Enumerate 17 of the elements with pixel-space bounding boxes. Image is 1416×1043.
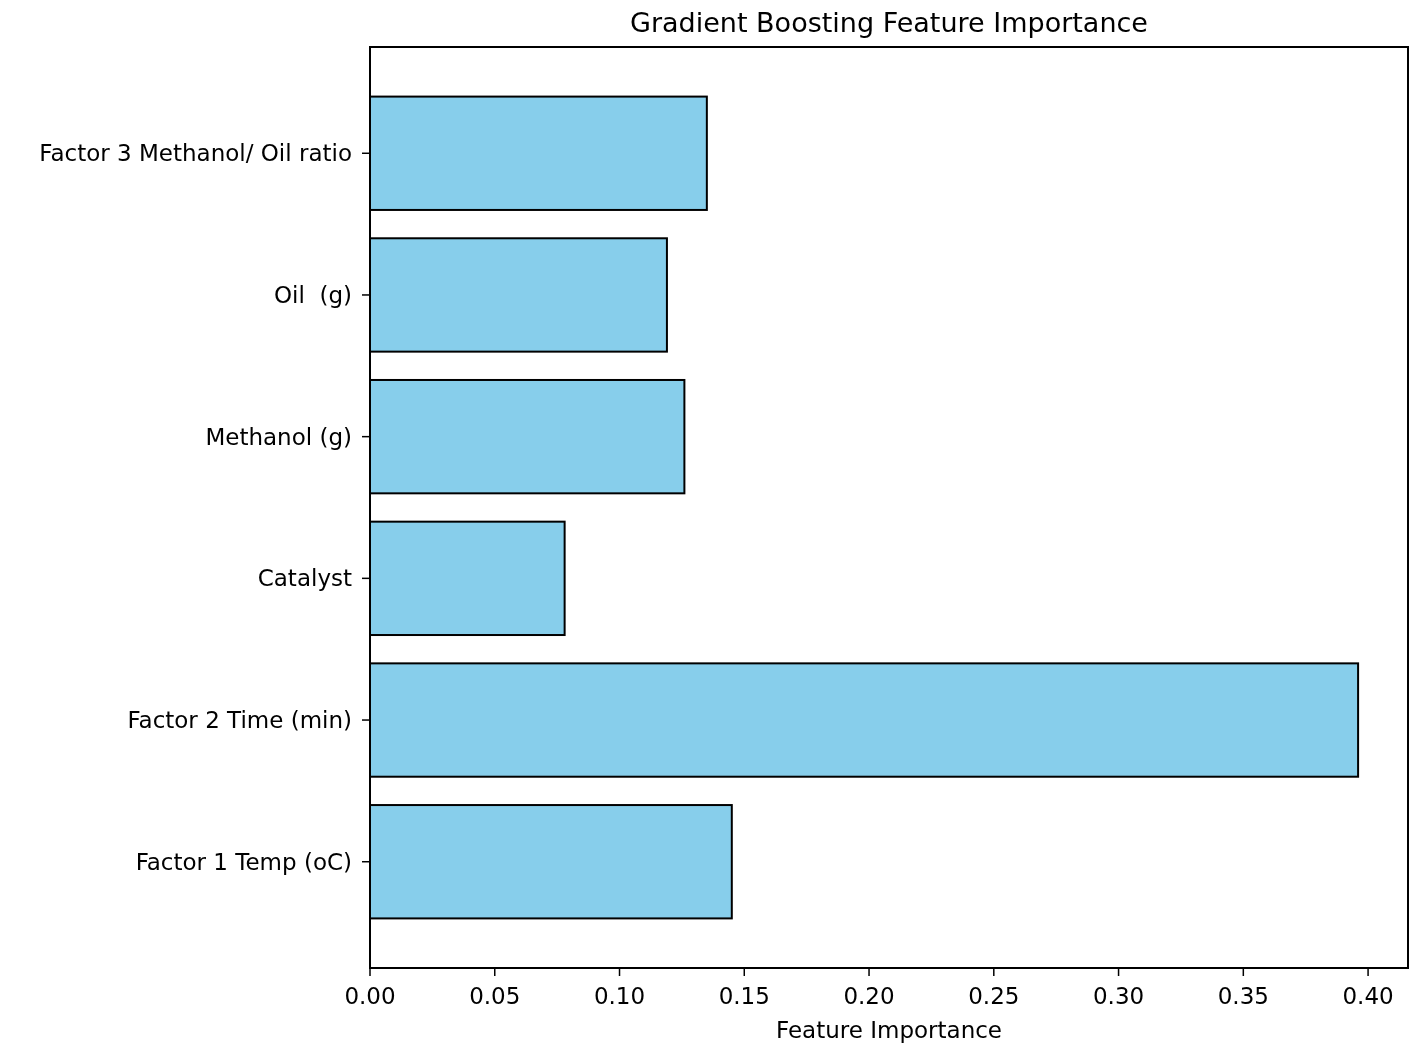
x-tick-label: 0.05	[469, 983, 521, 1009]
y-tick-label: Oil (g)	[273, 282, 352, 309]
x-tick-label: 0.10	[593, 983, 646, 1009]
x-tick-label: 0.25	[968, 983, 1020, 1009]
x-tick-label: 0.20	[843, 983, 895, 1009]
x-axis-title: Feature Importance	[775, 1017, 1003, 1043]
x-tick-label: 0.00	[344, 983, 396, 1009]
y-tick-label: Factor 2 Time (min)	[127, 707, 352, 734]
x-tick-label: 0.30	[1092, 983, 1145, 1009]
x-tick-label: 0.15	[718, 983, 770, 1009]
y-tick-label: Factor 1 Temp (oC)	[135, 848, 352, 875]
chart-title: Gradient Boosting Feature Importance	[630, 7, 1148, 38]
y-tick-label: Factor 3 Methanol/ Oil ratio	[39, 140, 352, 167]
x-tick-label: 0.40	[1342, 983, 1394, 1009]
y-tick-label: Methanol (g)	[205, 423, 352, 450]
x-tick-label: 0.35	[1217, 983, 1269, 1009]
y-tick-label: Catalyst	[257, 565, 352, 592]
